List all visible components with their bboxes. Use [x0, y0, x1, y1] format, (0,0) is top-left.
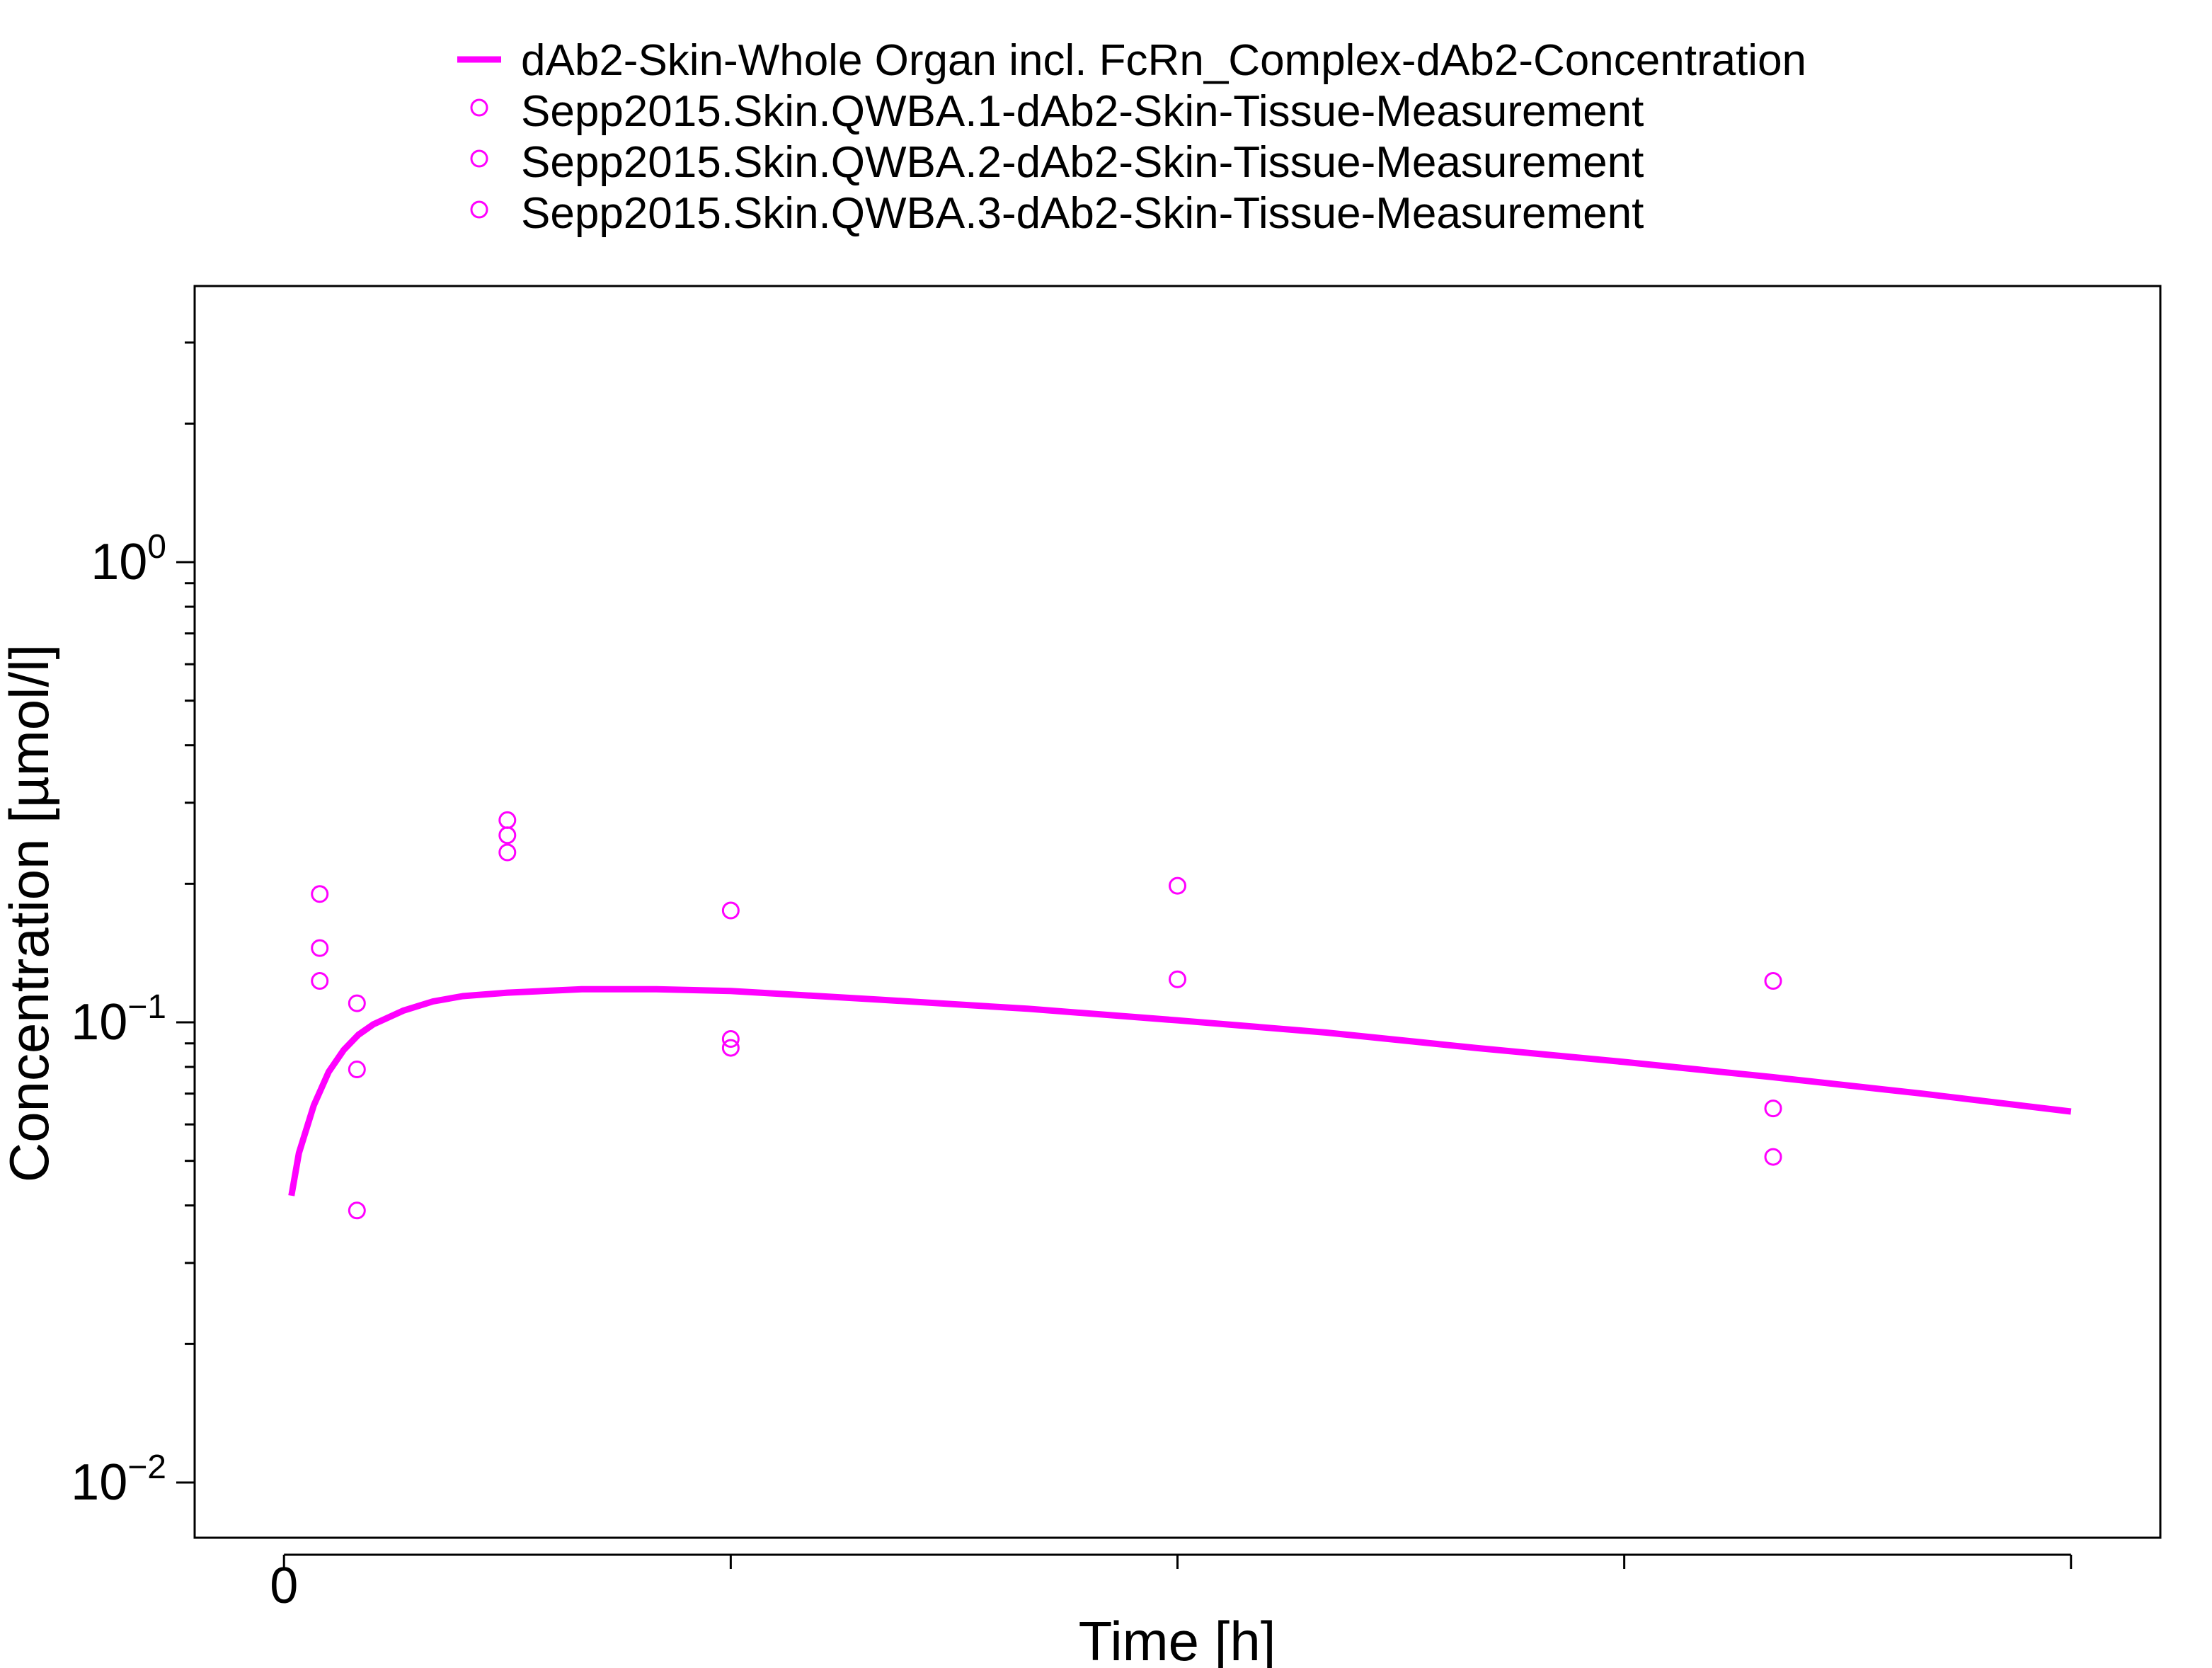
legend-label: Sepp2015.Skin.QWBA.2-dAb2-Skin-Tissue-Me…	[521, 138, 1644, 187]
data-point	[1764, 1099, 1782, 1118]
data-point	[311, 939, 329, 957]
data-point	[348, 1061, 366, 1079]
y-tick-label: 100	[91, 528, 166, 590]
x-tick-label: 0	[270, 1558, 298, 1614]
data-point	[498, 811, 517, 829]
data-point	[348, 1201, 366, 1220]
data-point	[1169, 970, 1186, 988]
y-tick-label: 10−1	[71, 988, 166, 1051]
y-axis: 100 10−1 10−2	[71, 341, 195, 1511]
legend-marker-symbol	[470, 200, 488, 219]
data-point	[1169, 876, 1186, 895]
data-point	[721, 901, 740, 920]
data-point	[1764, 1148, 1782, 1166]
plot-area	[288, 811, 2072, 1220]
data-point	[348, 994, 366, 1012]
y-axis-title: Concentration [µmol/l]	[0, 644, 60, 1182]
data-point	[498, 843, 517, 862]
data-point	[721, 1039, 740, 1057]
legend-marker-symbol	[470, 98, 488, 117]
x-axis-title: Time [h]	[1079, 1610, 1276, 1668]
data-point	[311, 972, 329, 990]
data-point	[721, 1030, 740, 1049]
data-point	[311, 885, 329, 903]
legend: dAb2-Skin-Whole Organ incl. FcRn_Complex…	[457, 36, 1806, 238]
legend-label: Sepp2015.Skin.QWBA.1-dAb2-Skin-Tissue-Me…	[521, 87, 1644, 136]
legend-marker-symbol	[470, 149, 488, 168]
data-point	[498, 826, 517, 845]
x-axis: 0	[270, 1553, 2073, 1614]
data-point	[1764, 972, 1782, 990]
plot-frame	[193, 285, 2162, 1539]
y-tick-label: 10−2	[71, 1449, 166, 1511]
series-line	[288, 986, 2072, 1196]
legend-label: Sepp2015.Skin.QWBA.3-dAb2-Skin-Tissue-Me…	[521, 189, 1644, 238]
legend-label: dAb2-Skin-Whole Organ incl. FcRn_Complex…	[521, 36, 1806, 85]
